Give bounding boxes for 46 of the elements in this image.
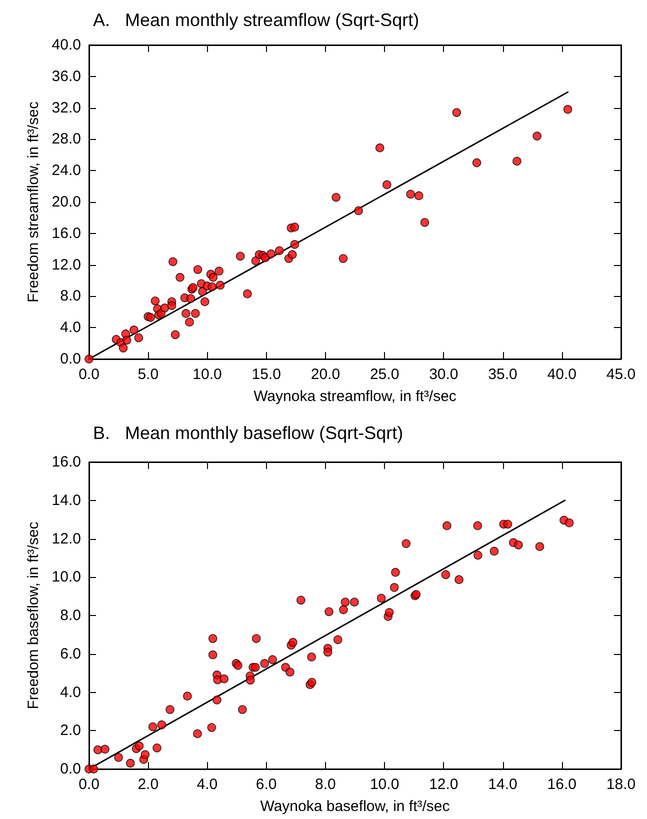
x-tick-label: 10.0 xyxy=(370,776,400,793)
y-tick-label: 0.0 xyxy=(60,350,81,368)
x-tick-label: 0.0 xyxy=(78,366,100,383)
x-tick-label: 15.0 xyxy=(252,366,281,383)
x-tick-label: 25.0 xyxy=(370,366,400,383)
y-tick-label: 36.0 xyxy=(52,68,81,85)
x-tick-label: 5.0 xyxy=(138,366,159,383)
y-axis-title: Freedom baseflow, in ft³/sec xyxy=(24,521,42,710)
y-tick-label: 40.0 xyxy=(52,36,81,54)
x-tick-label: 4.0 xyxy=(196,776,218,793)
y-tick-label: 8.0 xyxy=(60,288,81,305)
x-tick-label: 35.0 xyxy=(488,366,518,383)
x-tick-label: 40.0 xyxy=(547,366,576,383)
y-tick-label: 32.0 xyxy=(52,99,81,116)
y-tick-label: 28.0 xyxy=(52,130,81,148)
y-tick-label: 6.0 xyxy=(60,645,81,662)
x-tick-label: 14.0 xyxy=(488,776,518,793)
y-tick-label: 4.0 xyxy=(60,684,81,701)
y-tick-label: 12.0 xyxy=(52,256,81,274)
chart-title: A. Mean monthly streamflow (Sqrt-Sqrt) xyxy=(93,10,420,30)
y-tick-label: 20.0 xyxy=(52,194,81,210)
y-axis-title: Freedom streamflow, in ft³/sec xyxy=(24,101,42,302)
y-tick-label: 8.0 xyxy=(60,607,81,624)
x-axis-title: Waynoka baseflow, in ft³/sec xyxy=(260,798,450,815)
x-tick-label: 16.0 xyxy=(547,776,576,793)
y-tick-label: 2.0 xyxy=(60,722,81,740)
x-tick-label: 45.0 xyxy=(606,366,636,383)
x-tick-label: 0.0 xyxy=(78,776,100,793)
y-tick-label: 4.0 xyxy=(60,319,81,336)
x-tick-label: 12.0 xyxy=(429,776,458,793)
x-axis-title: Waynoka streamflow, in ft³/sec xyxy=(254,388,457,405)
y-tick-label: 24.0 xyxy=(52,162,81,180)
x-tick-label: 2.0 xyxy=(138,776,159,793)
x-tick-label: 30.0 xyxy=(429,366,458,383)
chart-title: B. Mean monthly baseflow (Sqrt-Sqrt) xyxy=(93,423,404,443)
y-tick-label: 10.0 xyxy=(52,568,81,586)
x-tick-label: 6.0 xyxy=(256,776,277,793)
y-tick-label: 14.0 xyxy=(52,492,81,509)
x-tick-label: 20.0 xyxy=(310,366,340,383)
x-tick-label: 10.0 xyxy=(192,366,222,383)
y-tick-label: 16.0 xyxy=(52,224,81,242)
y-tick-label: 12.0 xyxy=(52,530,81,548)
y-tick-label: 16.0 xyxy=(52,454,81,470)
x-tick-label: 8.0 xyxy=(315,776,336,793)
y-tick-label: 0.0 xyxy=(60,760,81,778)
x-tick-label: 18.0 xyxy=(606,776,636,793)
